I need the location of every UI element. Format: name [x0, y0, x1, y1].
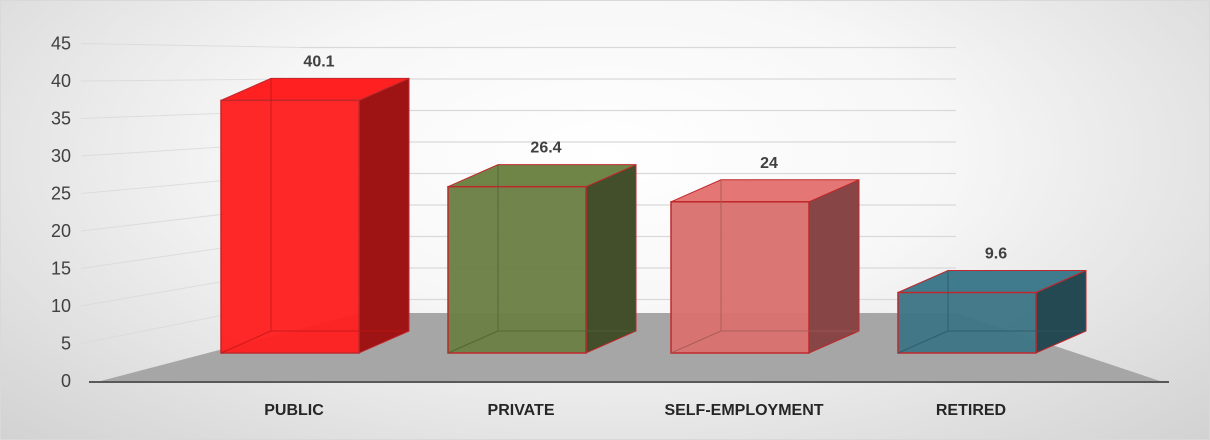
y-tick-label: 5: [61, 334, 71, 354]
bar: [897, 269, 1087, 354]
y-tick-label: 15: [51, 259, 71, 279]
x-tick-label: SELF-EMPLOYMENT: [664, 402, 823, 419]
y-tick-label: 20: [51, 221, 71, 241]
bar-back-edges: [220, 78, 409, 354]
data-label: 26.4: [530, 140, 561, 157]
y-tick-label: 25: [51, 184, 71, 204]
bar: [447, 163, 637, 354]
y-tick-label: 35: [51, 109, 71, 129]
y-tick-label: 45: [51, 34, 71, 54]
y-tick-label: 0: [61, 371, 71, 391]
bar-side-face: [585, 163, 637, 354]
y-tick-label: 10: [51, 296, 71, 316]
bar-back-edges: [447, 164, 636, 354]
bar-front-face: [220, 99, 360, 354]
bar-front-face: [670, 201, 810, 354]
x-tick-label: PUBLIC: [264, 402, 324, 419]
bar: [220, 77, 410, 354]
x-tick-label: RETIRED: [936, 402, 1006, 419]
data-label: 40.1: [303, 53, 334, 70]
bar-side-face: [358, 77, 410, 354]
y-tick-label: 40: [51, 71, 71, 91]
gridline-perspective: [80, 43, 302, 48]
y-tick-label: 30: [51, 146, 71, 166]
bar-back-edges: [670, 179, 859, 354]
bar: [670, 179, 860, 354]
data-label: 24: [760, 155, 778, 172]
gridline-perspective: [80, 78, 302, 82]
bar-front-face: [447, 185, 587, 354]
x-tick-label: PRIVATE: [488, 402, 555, 419]
data-label: 9.6: [985, 246, 1007, 263]
bar-side-face: [808, 179, 860, 354]
bar-back-edges: [897, 270, 1086, 354]
